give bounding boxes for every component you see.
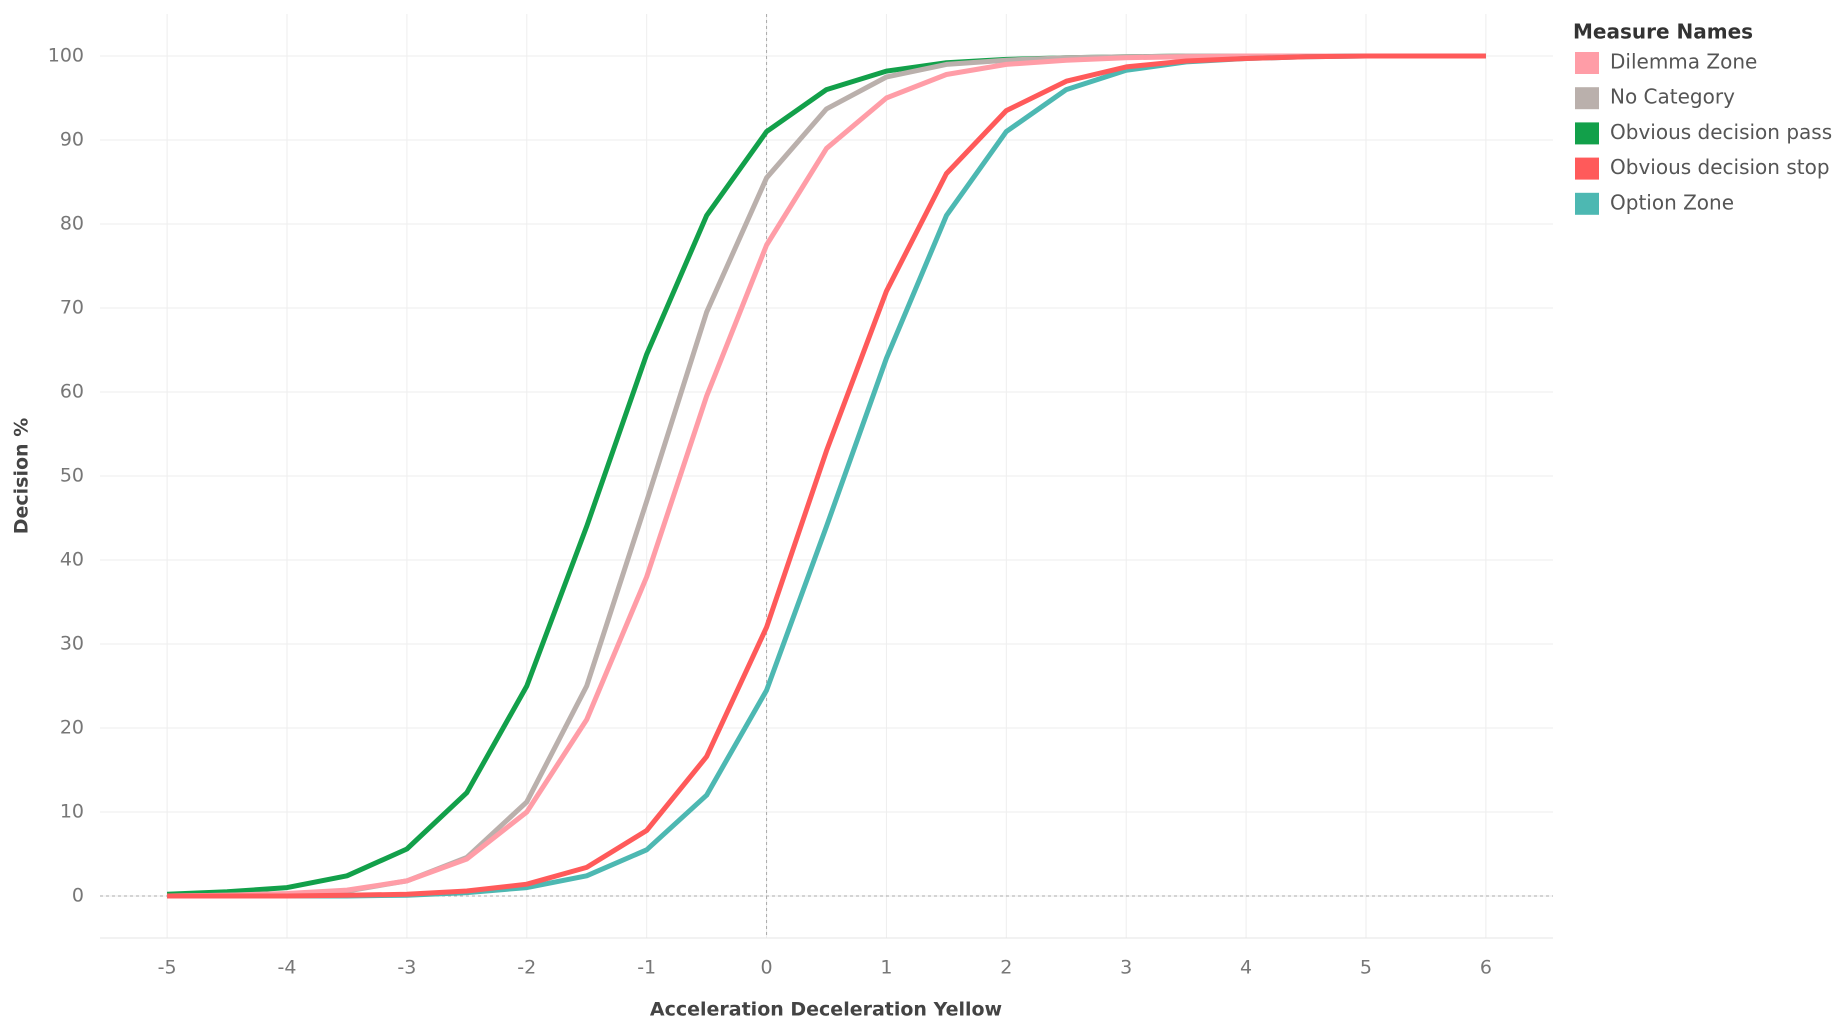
series-line bbox=[167, 53, 1486, 899]
series-line bbox=[166, 53, 1486, 897]
y-tick-label: 0 bbox=[72, 885, 84, 907]
legend-label: Obvious decision pass bbox=[1610, 120, 1832, 144]
x-tick-label: 4 bbox=[1240, 957, 1252, 979]
y-tick-label: 20 bbox=[60, 717, 84, 739]
y-tick-label: 80 bbox=[60, 213, 84, 235]
legend-title: Measure Names bbox=[1573, 20, 1753, 44]
legend-label: Option Zone bbox=[1610, 190, 1734, 214]
legend-label: Obvious decision stop bbox=[1610, 155, 1830, 179]
y-axis-title: Decision % bbox=[11, 418, 33, 535]
y-tick-label: 30 bbox=[60, 633, 84, 655]
x-tick-label: -2 bbox=[517, 957, 536, 979]
y-tick-label: 70 bbox=[60, 297, 84, 319]
x-tick-label: -3 bbox=[397, 957, 416, 979]
y-tick-label: 50 bbox=[60, 465, 84, 487]
y-tick-label: 40 bbox=[60, 549, 84, 571]
y-tick-label: 90 bbox=[60, 129, 84, 151]
x-axis-title: Acceleration Deceleration Yellow bbox=[650, 999, 1002, 1021]
x-tick-label: 6 bbox=[1480, 957, 1492, 979]
x-tick-label: 3 bbox=[1120, 957, 1132, 979]
legend-swatch bbox=[1575, 192, 1599, 215]
x-tick-label: -5 bbox=[158, 957, 177, 979]
legend-swatch bbox=[1575, 157, 1599, 180]
y-tick-label: 10 bbox=[60, 801, 84, 823]
y-tick-label: 60 bbox=[60, 381, 84, 403]
x-tick-label: 2 bbox=[1000, 957, 1012, 979]
legend-swatch bbox=[1575, 52, 1599, 74]
x-tick-label: 5 bbox=[1360, 957, 1372, 979]
legend-label: Dilemma Zone bbox=[1610, 50, 1757, 74]
x-tick-label: 1 bbox=[880, 957, 892, 979]
legend-swatch bbox=[1575, 87, 1599, 110]
legend-label: No Category bbox=[1610, 85, 1735, 109]
x-tick-label: 0 bbox=[761, 957, 773, 979]
x-tick-label: -1 bbox=[637, 957, 656, 979]
y-tick-label: 100 bbox=[48, 45, 84, 67]
legend-swatch bbox=[1575, 122, 1599, 145]
x-tick-label: -4 bbox=[278, 957, 297, 979]
